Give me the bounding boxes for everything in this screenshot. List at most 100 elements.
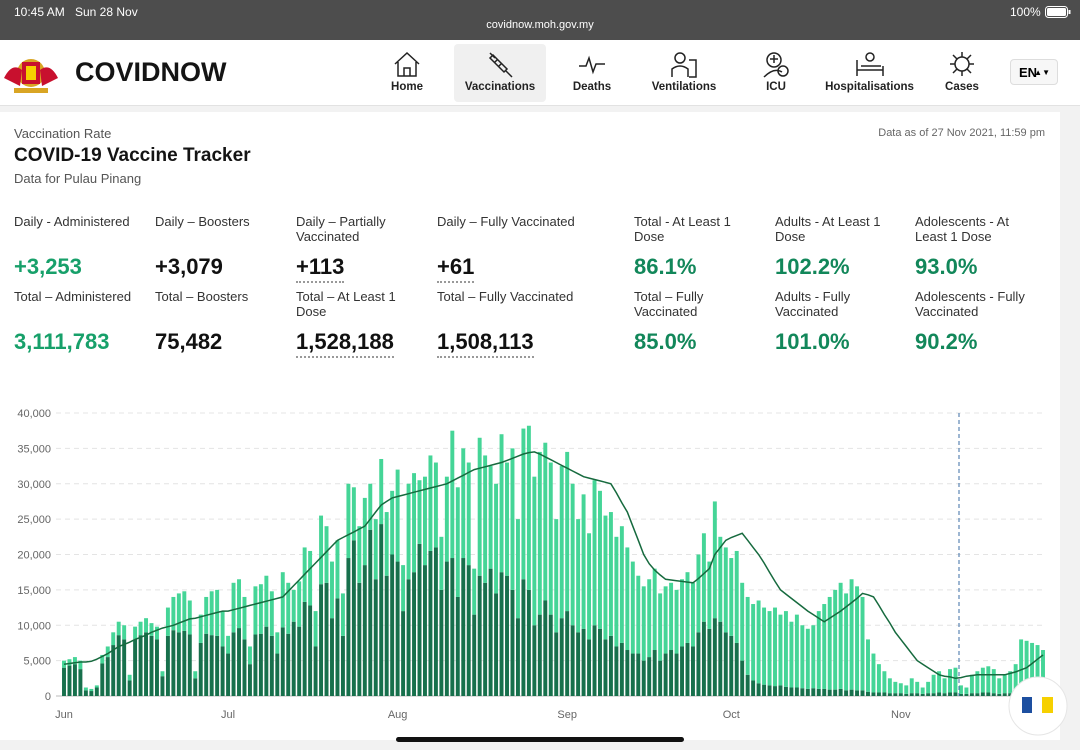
logo[interactable]: COVIDNOW [75,57,227,87]
bar-segment [313,646,318,696]
bar-segment [515,519,520,619]
stat: Daily - Administered +3,253 [14,214,149,280]
bar-segment [461,558,466,696]
bar-segment [198,614,203,643]
bar-segment [94,687,99,696]
bar-segment [133,626,138,640]
bar-segment [603,639,608,696]
stat-value: 85.0% [634,329,697,354]
bar-segment [942,678,947,694]
x-tick-label: Nov [891,709,911,721]
bar-segment [176,593,181,633]
stat-value[interactable]: +61 [437,254,475,283]
bar-segment [406,483,411,580]
bar-segment [242,639,247,696]
stat-value[interactable]: 1,508,113 [437,329,534,358]
bar-segment [570,483,575,626]
bar-segment [964,687,969,694]
bar-segment [450,558,455,696]
bar-segment [472,568,477,615]
bar-segment [587,533,592,640]
bar-segment [357,526,362,583]
bar-segment [674,653,679,696]
nav-item[interactable]: Ventilations [638,44,730,102]
nav-item[interactable]: Cases [916,44,1008,102]
bar-segment [559,466,564,619]
bar-segment [226,653,231,696]
bar-segment [308,605,313,696]
bar-segment [991,693,996,696]
bar-segment [570,625,575,696]
bar-segment [860,596,865,691]
nav-item[interactable]: Deaths [546,44,638,102]
nav-label: Home [391,81,423,93]
url[interactable]: covidnow.moh.gov.my [486,19,594,31]
bar-segment [187,600,192,635]
stat: Total – Boosters 75,482 [155,289,290,355]
bar-segment [680,646,684,696]
bar-segment [926,681,931,694]
bar-segment [417,543,422,696]
bar-segment [942,693,947,696]
bar-segment [532,625,537,696]
bar-segment [986,692,991,696]
bar-segment [510,589,515,696]
bar-segment [767,685,772,696]
nav-item[interactable]: Hospitalisations [822,44,917,102]
bar-segment [893,693,898,696]
bar-segment [849,689,854,696]
bar-segment [576,519,581,633]
language-select[interactable]: EN ▲▼ [1010,59,1058,85]
bar-segment [625,650,630,696]
bar-segment [209,635,214,696]
stat-label: Adolescents - Fully Vaccinated [915,289,1025,319]
bar-segment [450,430,455,559]
bar-segment [182,591,187,631]
bar-segment [494,483,499,594]
bar-segment [723,632,728,696]
bar-segment [111,632,116,646]
bar-segment [198,642,203,696]
nav-item[interactable]: Vaccinations [454,44,546,102]
bar-segment [395,469,400,562]
bar-segment [461,448,466,559]
bar-segment [898,693,903,696]
bar-segment [729,558,734,636]
stat: Adolescents - Fully Vaccinated 90.2% [915,289,1040,355]
bar-segment [948,692,952,696]
bar-segment [690,582,695,647]
nav-item[interactable]: Home [361,44,453,102]
bar-segment [909,693,914,696]
bar-segment [729,635,734,696]
bar-segment [838,688,843,696]
stat-value: 86.1% [634,254,697,279]
bar-segment [171,596,176,631]
flag-button[interactable] [1008,676,1068,736]
bar-segment [521,428,526,580]
bar-segment [915,693,920,696]
bar-segment [559,618,564,696]
bar-segment [286,582,291,634]
updated: Data as of 27 Nov 2021, 11:59 pm [878,127,1045,139]
bar-segment [379,524,384,696]
bar-segment [335,598,340,696]
bar-segment [718,536,723,622]
bar-segment [182,630,187,696]
bar-segment [373,579,378,696]
nav-item[interactable]: ICU [730,44,822,102]
bar-segment [237,628,241,696]
bar-segment [100,654,105,664]
y-tick-label: 5,000 [23,656,51,668]
bar-segment [789,621,794,688]
bar-segment [991,669,996,694]
bar-segment [362,497,367,566]
x-tick-label: Jul [221,709,235,721]
bar-segment [144,632,149,696]
bar-segment [390,554,395,696]
date: Sun 28 Nov [75,5,138,19]
stat-value[interactable]: 1,528,188 [296,329,394,358]
bar-segment [466,565,471,696]
bar-segment [608,635,613,696]
stat: Adults - At Least 1 Dose 102.2% [775,214,895,280]
stat-value[interactable]: +113 [296,254,345,283]
